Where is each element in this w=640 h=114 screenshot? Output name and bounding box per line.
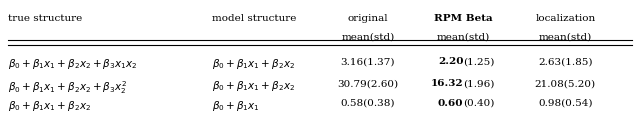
Text: $\beta_0 + \beta_1 x_1$: $\beta_0 + \beta_1 x_1$ [212, 98, 260, 112]
Text: (1.96): (1.96) [463, 78, 495, 87]
Text: mean(std): mean(std) [341, 32, 394, 41]
Text: 0.98(0.54): 0.98(0.54) [538, 98, 593, 107]
Text: (0.40): (0.40) [463, 98, 495, 107]
Text: 2.20: 2.20 [438, 57, 463, 66]
Text: original: original [348, 14, 388, 23]
Text: RPM Beta: RPM Beta [434, 14, 493, 23]
Text: $\beta_0 + \beta_1 x_1 + \beta_2 x_2$: $\beta_0 + \beta_1 x_1 + \beta_2 x_2$ [212, 57, 295, 71]
Text: mean(std): mean(std) [436, 32, 490, 41]
Text: 30.79(2.60): 30.79(2.60) [337, 78, 398, 87]
Text: (1.25): (1.25) [463, 57, 495, 66]
Text: 16.32: 16.32 [431, 78, 463, 87]
Text: $\beta_0 + \beta_1 x_1 + \beta_2 x_2$: $\beta_0 + \beta_1 x_1 + \beta_2 x_2$ [8, 98, 91, 112]
Text: model structure: model structure [212, 14, 296, 23]
Text: 0.58(0.38): 0.58(0.38) [340, 98, 395, 107]
Text: 21.08(5.20): 21.08(5.20) [535, 78, 596, 87]
Text: $\beta_0 + \beta_1 x_1 + \beta_2 x_2$: $\beta_0 + \beta_1 x_1 + \beta_2 x_2$ [212, 78, 295, 92]
Text: $\beta_0 + \beta_1 x_1 + \beta_2 x_2 + \beta_3 x_2^2$: $\beta_0 + \beta_1 x_1 + \beta_2 x_2 + \… [8, 78, 127, 95]
Text: true structure: true structure [8, 14, 82, 23]
Text: $\beta_0 + \beta_1 x_1 + \beta_2 x_2 + \beta_3 x_1 x_2$: $\beta_0 + \beta_1 x_1 + \beta_2 x_2 + \… [8, 57, 138, 71]
Text: localization: localization [535, 14, 595, 23]
Text: mean(std): mean(std) [539, 32, 592, 41]
Text: 0.60: 0.60 [438, 98, 463, 107]
Text: 2.63(1.85): 2.63(1.85) [538, 57, 593, 66]
Text: 3.16(1.37): 3.16(1.37) [340, 57, 395, 66]
